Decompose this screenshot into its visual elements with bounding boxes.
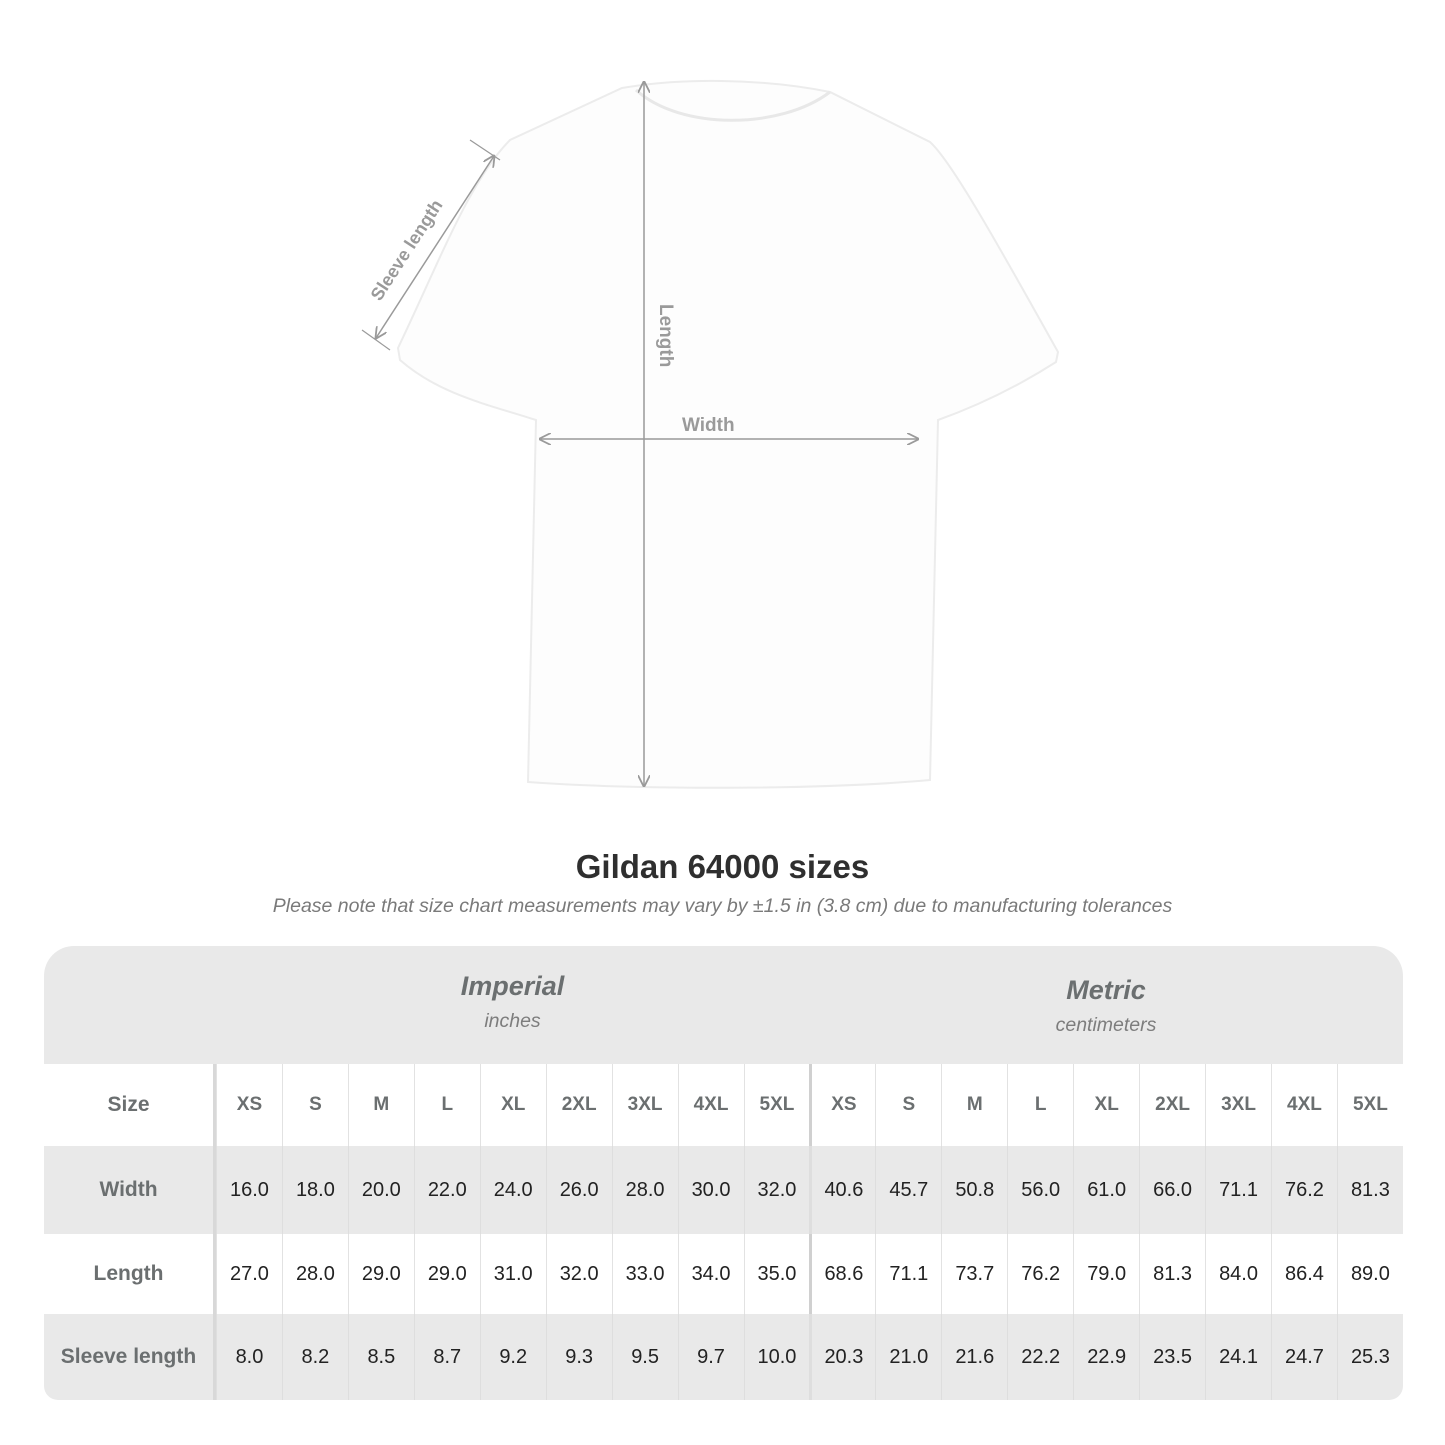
row-label: Length — [44, 1234, 216, 1314]
imperial-header: Imperial inches — [216, 946, 809, 1064]
imperial-value-cell: 34.0 — [677, 1234, 744, 1314]
metric-value-cell: 21.6 — [941, 1314, 1007, 1400]
size-header-cell: 4XL — [1271, 1064, 1337, 1146]
tshirt-diagram: Sleeve length Length Width — [361, 79, 1060, 789]
size-table: Imperial inches Metric centimeters Size X… — [44, 946, 1403, 1400]
size-header-cell: 2XL — [545, 1064, 612, 1146]
imperial-value-cell: 8.5 — [347, 1314, 414, 1400]
imperial-value-cell: 31.0 — [479, 1234, 546, 1314]
imperial-value-cell: 29.0 — [347, 1234, 414, 1314]
metric-value-cell: 73.7 — [941, 1234, 1007, 1314]
metric-value-cell: 50.8 — [941, 1146, 1007, 1234]
size-header-cell: M — [941, 1064, 1007, 1146]
metric-value-cell: 22.2 — [1007, 1314, 1073, 1400]
metric-value-cell: 56.0 — [1007, 1146, 1073, 1234]
imperial-value-cell: 9.2 — [479, 1314, 546, 1400]
tolerance-note: Please note that size chart measurements… — [272, 895, 1173, 917]
imperial-value-cell: 8.0 — [216, 1314, 282, 1400]
imperial-value-cell: 26.0 — [545, 1146, 612, 1234]
imperial-value-cell: 29.0 — [413, 1234, 480, 1314]
imperial-value-cell: 35.0 — [743, 1234, 810, 1314]
metric-title: Metric — [1066, 975, 1146, 1005]
metric-value-cell: 45.7 — [875, 1146, 941, 1234]
size-header-row: Size XS S M L XL 2XL 3XL 4XL 5XL XS S M L XL 2XL 3XL 4XL 5… — [44, 1064, 1403, 1146]
imperial-value-cell: 32.0 — [743, 1146, 810, 1234]
metric-value-cell: 76.2 — [1271, 1146, 1337, 1234]
metric-value-cell: 84.0 — [1205, 1234, 1271, 1314]
metric-header: Metric centimeters — [809, 946, 1403, 1064]
imperial-value-cell: 32.0 — [545, 1234, 612, 1314]
size-header-cell: 5XL — [743, 1064, 810, 1146]
size-header-cell: 4XL — [677, 1064, 744, 1146]
metric-value-cell: 23.5 — [1139, 1314, 1205, 1400]
row-label: Sleeve length — [44, 1314, 216, 1400]
width-label: Width — [682, 415, 735, 436]
metric-value-cell: 71.1 — [1205, 1146, 1271, 1234]
row-label: Size — [44, 1064, 216, 1146]
imperial-value-cell: 16.0 — [216, 1146, 282, 1234]
size-header-cell: XL — [1073, 1064, 1139, 1146]
imperial-value-cell: 24.0 — [479, 1146, 546, 1234]
imperial-value-cell: 10.0 — [743, 1314, 810, 1400]
imperial-value-cell: 28.0 — [611, 1146, 678, 1234]
metric-value-cell: 81.3 — [1139, 1234, 1205, 1314]
size-header-cell: L — [413, 1064, 480, 1146]
imperial-title: Imperial — [460, 971, 565, 1001]
imperial-value-cell: 8.2 — [281, 1314, 348, 1400]
imperial-value-cell: 9.3 — [545, 1314, 612, 1400]
size-header-cell: XS — [809, 1064, 875, 1146]
metric-value-cell: 61.0 — [1073, 1146, 1139, 1234]
imperial-value-cell: 30.0 — [677, 1146, 744, 1234]
metric-value-cell: 24.1 — [1205, 1314, 1271, 1400]
metric-value-cell: 22.9 — [1073, 1314, 1139, 1400]
size-header-cell: XL — [479, 1064, 546, 1146]
size-header-cell: L — [1007, 1064, 1073, 1146]
metric-value-cell: 25.3 — [1336, 1314, 1403, 1400]
imperial-value-cell: 33.0 — [611, 1234, 678, 1314]
metric-value-cell: 71.1 — [875, 1234, 941, 1314]
size-header-cell: XS — [216, 1064, 282, 1146]
size-header-cell: S — [281, 1064, 348, 1146]
imperial-value-cell: 28.0 — [281, 1234, 348, 1314]
length-label: Length — [655, 304, 676, 367]
metric-value-cell: 21.0 — [875, 1314, 941, 1400]
imperial-value-cell: 27.0 — [216, 1234, 282, 1314]
imperial-value-cell: 18.0 — [281, 1146, 348, 1234]
table-row: Sleeve length 8.0 8.2 8.5 8.7 9.2 9.3 9.5 9.7 10.… — [44, 1314, 1403, 1400]
metric-value-cell: 20.3 — [809, 1314, 875, 1400]
imperial-value-cell: 22.0 — [413, 1146, 480, 1234]
size-header-cell: M — [347, 1064, 414, 1146]
metric-value-cell: 24.7 — [1271, 1314, 1337, 1400]
imperial-value-cell: 9.7 — [677, 1314, 744, 1400]
size-header-cell: S — [875, 1064, 941, 1146]
metric-value-cell: 40.6 — [809, 1146, 875, 1234]
table-row: Length 27.0 28.0 29.0 29.0 31.0 32.0 33.0 34.0 35… — [44, 1234, 1403, 1314]
metric-value-cell: 66.0 — [1139, 1146, 1205, 1234]
imperial-value-cell: 20.0 — [347, 1146, 414, 1234]
size-header-cell: 3XL — [611, 1064, 678, 1146]
metric-value-cell: 86.4 — [1271, 1234, 1337, 1314]
imperial-value-cell: 8.7 — [413, 1314, 480, 1400]
metric-unit: centimeters — [1055, 1014, 1157, 1036]
imperial-value-cell: 9.5 — [611, 1314, 678, 1400]
metric-value-cell: 89.0 — [1336, 1234, 1403, 1314]
metric-value-cell: 79.0 — [1073, 1234, 1139, 1314]
size-header-cell: 2XL — [1139, 1064, 1205, 1146]
table-row: Width 16.0 18.0 20.0 22.0 24.0 26.0 28.0 30.0 32.… — [44, 1146, 1403, 1234]
size-header-cell: 3XL — [1205, 1064, 1271, 1146]
metric-value-cell: 81.3 — [1336, 1146, 1403, 1234]
imperial-unit: inches — [484, 1010, 541, 1032]
sleeve-measure-line — [376, 156, 494, 338]
size-header-cell: 5XL — [1336, 1064, 1403, 1146]
metric-value-cell: 68.6 — [809, 1234, 875, 1314]
page-title: Gildan 64000 sizes — [575, 848, 870, 885]
metric-value-cell: 76.2 — [1007, 1234, 1073, 1314]
row-label: Width — [44, 1146, 216, 1234]
